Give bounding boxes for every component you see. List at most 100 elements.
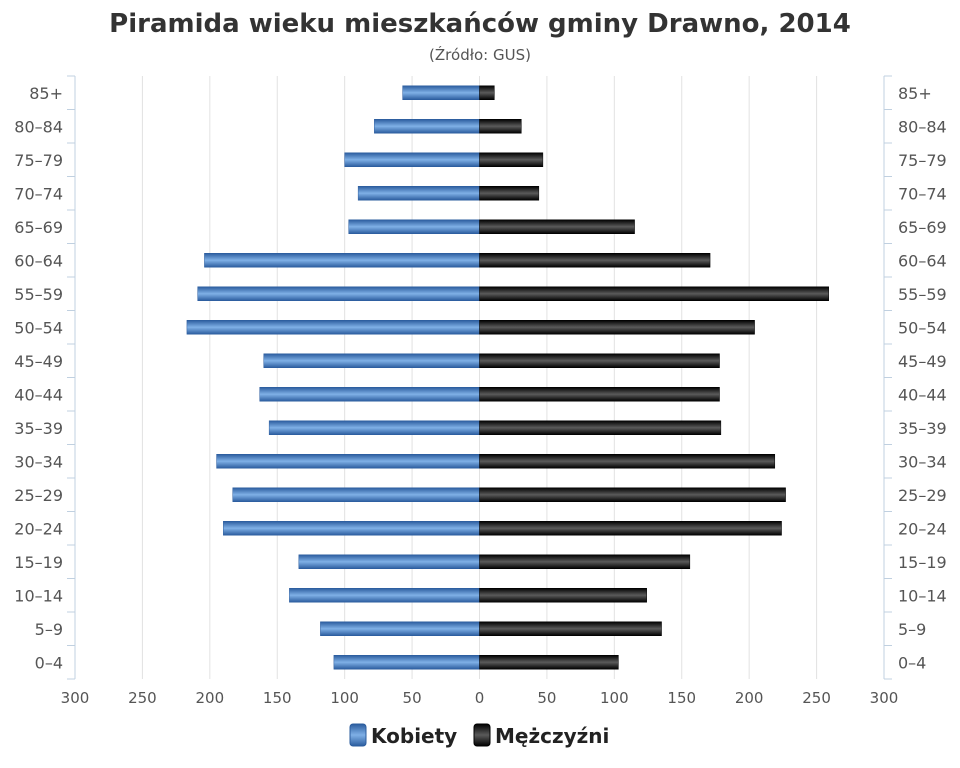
bar-kobiety[interactable] [223,521,480,536]
bar-kobiety[interactable] [348,219,480,234]
x-tick-label: 0 [475,689,485,707]
bar-kobiety[interactable] [289,588,480,603]
category-label-left: 40–44 [14,385,63,404]
legend-label-kobiety: Kobiety [371,724,457,748]
bar-mezczyzni[interactable] [479,387,720,402]
bar-mezczyzni[interactable] [479,85,495,100]
bar-kobiety[interactable] [232,487,480,502]
category-label-right: 30–34 [898,452,947,471]
x-tick-label: 200 [735,689,764,707]
category-label-right: 60–64 [898,251,947,270]
bar-kobiety[interactable] [374,119,480,134]
bar-kobiety[interactable] [263,353,480,368]
category-label-left: 85+ [29,84,63,103]
category-label-left: 10–14 [14,586,63,605]
x-tick-label: 200 [196,689,225,707]
category-label-right: 50–54 [898,318,947,337]
category-label-right: 45–49 [898,352,947,371]
bar-kobiety[interactable] [402,85,480,100]
axes [67,75,892,680]
bar-kobiety[interactable] [204,253,480,268]
bar-kobiety[interactable] [344,152,480,167]
bar-mezczyzni[interactable] [479,186,540,201]
category-label-right: 35–39 [898,419,947,438]
bar-kobiety[interactable] [197,286,480,301]
category-label-left: 80–84 [14,117,63,136]
category-label-right: 15–19 [898,553,947,572]
x-tick-labels: 300 250 200 150 100 50 0 50 100 150 200 250 300 [61,689,899,707]
x-tick-label: 250 [802,689,831,707]
category-label-left: 65–69 [14,218,63,237]
category-label-right: 5–9 [898,620,926,639]
category-label-left: 30–34 [14,452,63,471]
legend-swatch-kobiety [349,723,367,747]
category-label-right: 20–24 [898,519,947,538]
bar-mezczyzni[interactable] [479,554,691,569]
category-label-left: 15–19 [14,553,63,572]
category-label-left: 45–49 [14,352,63,371]
category-label-left: 35–39 [14,419,63,438]
bar-kobiety[interactable] [298,554,480,569]
category-label-left: 50–54 [14,318,63,337]
category-label-left: 0–4 [35,653,63,672]
x-tick-label: 50 [537,689,556,707]
category-labels: 85+ 85+ 80–84 80–84 75–79 75–79 70–74 70–74 65–6… [14,84,946,673]
bars [186,85,829,670]
chart-subtitle: (Źródło: GUS) [429,45,531,64]
bar-kobiety[interactable] [320,621,480,636]
bar-mezczyzni[interactable] [479,454,776,469]
grid-lines [141,76,818,679]
bar-kobiety[interactable] [216,454,480,469]
bar-kobiety[interactable] [259,387,480,402]
x-tick-label: 150 [263,689,292,707]
category-label-left: 70–74 [14,184,63,203]
bar-mezczyzni[interactable] [479,119,522,134]
bar-kobiety[interactable] [357,186,480,201]
category-label-right: 10–14 [898,586,947,605]
category-label-right: 85+ [898,84,932,103]
x-tick-label: 100 [600,689,629,707]
bar-mezczyzni[interactable] [479,353,720,368]
category-label-left: 25–29 [14,486,63,505]
x-tick-label: 250 [128,689,157,707]
category-label-right: 55–59 [898,285,947,304]
chart-title: Piramida wieku mieszkańców gminy Drawno,… [109,9,851,39]
x-tick-label: 50 [403,689,422,707]
category-label-left: 60–64 [14,251,63,270]
bar-mezczyzni[interactable] [479,320,755,335]
bar-mezczyzni[interactable] [479,420,722,435]
x-tick-label: 300 [61,689,90,707]
category-label-left: 5–9 [35,620,63,639]
x-tick-label: 150 [667,689,696,707]
category-label-right: 65–69 [898,218,947,237]
x-tick-label: 100 [330,689,359,707]
bar-kobiety[interactable] [268,420,480,435]
bar-kobiety[interactable] [333,655,480,670]
category-label-left: 75–79 [14,151,63,170]
bar-mezczyzni[interactable] [479,621,662,636]
bar-mezczyzni[interactable] [479,655,619,670]
category-label-right: 40–44 [898,385,947,404]
bar-mezczyzni[interactable] [479,487,786,502]
legend-swatch-mezczyzni [473,723,491,747]
legend: Kobiety Mężczyźni [349,723,609,748]
legend-item-mezczyzni[interactable]: Mężczyźni [473,723,609,748]
category-label-right: 25–29 [898,486,947,505]
bar-mezczyzni[interactable] [479,152,544,167]
category-label-right: 70–74 [898,184,947,203]
category-label-left: 55–59 [14,285,63,304]
bar-kobiety[interactable] [186,320,480,335]
category-label-left: 20–24 [14,519,63,538]
legend-item-kobiety[interactable]: Kobiety [349,723,457,748]
category-label-right: 80–84 [898,117,947,136]
category-label-right: 0–4 [898,653,926,672]
x-tick-label: 300 [870,689,899,707]
category-label-right: 75–79 [898,151,947,170]
legend-label-mezczyzni: Mężczyźni [495,724,609,748]
bar-mezczyzni[interactable] [479,521,782,536]
bar-mezczyzni[interactable] [479,286,829,301]
bar-mezczyzni[interactable] [479,253,711,268]
bar-mezczyzni[interactable] [479,219,635,234]
bar-mezczyzni[interactable] [479,588,647,603]
